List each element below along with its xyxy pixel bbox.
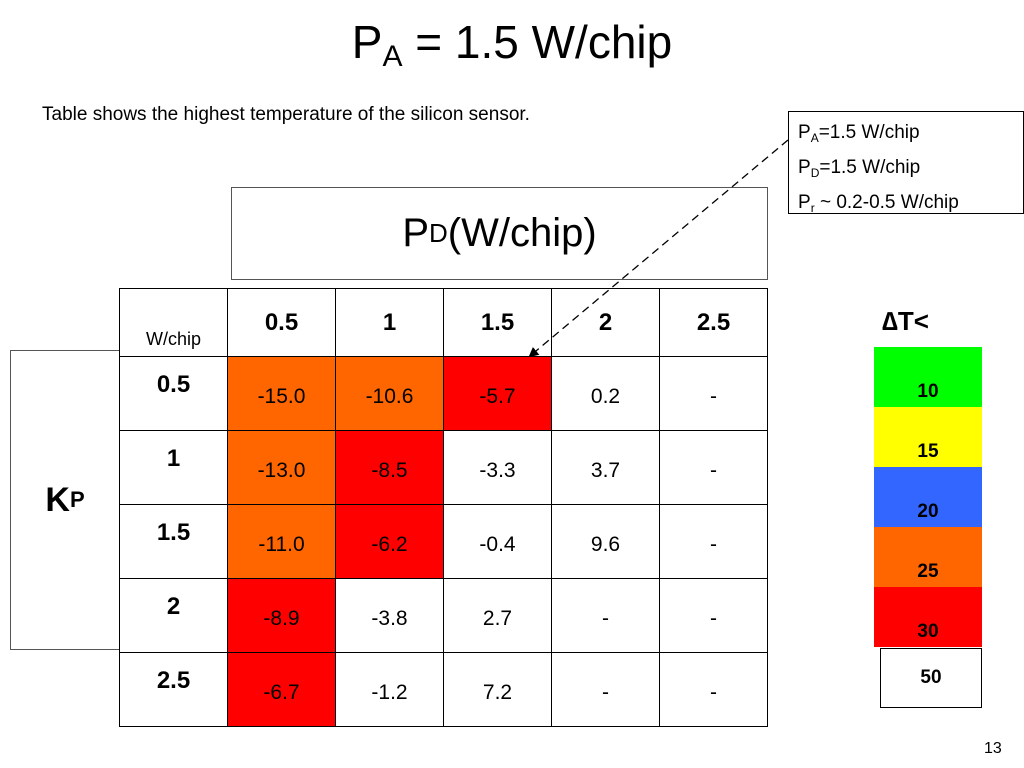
table-cell: -1.2 [335,652,444,727]
temperature-table: W/chip 0.5 1 1.5 2 2.5 0.5 -15.0 -10.6 -5.7… [119,288,768,727]
table-cell: 9.6 [551,504,660,579]
legend-item: 30 [874,587,982,647]
table-cell: - [659,504,768,579]
note-line-pa: PA=1.5 W/chip [798,122,920,145]
row-header: 1.5 [119,504,228,579]
table-cell: 7.2 [443,652,552,727]
table-cell: -8.5 [335,430,444,505]
page-number: 13 [984,740,1002,757]
table-cell: 2.7 [443,578,552,653]
table-header-row: W/chip 0.5 1 1.5 2 2.5 [119,288,768,357]
table-cell: -3.8 [335,578,444,653]
table-cell: -10.6 [335,356,444,431]
note-line-pr: Pr ~ 0.2-0.5 W/chip [798,192,959,215]
table-corner-label: W/chip [119,288,228,357]
column-header: 2 [551,288,660,357]
table-row: 0.5 -15.0 -10.6 -5.7 0.2- [119,356,768,431]
row-header: 1 [119,430,228,505]
row-header: 2.5 [119,652,228,727]
legend-item: 25 [874,527,982,587]
table-cell: - [659,578,768,653]
table-cell: -8.9 [227,578,336,653]
table-cell: - [659,356,768,431]
row-header: 0.5 [119,356,228,431]
table-cell: -13.0 [227,430,336,505]
table-cell: -0.4 [443,504,552,579]
table-cell: -5.7 [443,356,552,431]
table-cell: -6.7 [227,652,336,727]
slide-title: PA = 1.5 W/chip [351,16,673,73]
column-header: 1.5 [443,288,552,357]
table-cell: -11.0 [227,504,336,579]
table-cell: - [659,430,768,505]
column-header: 0.5 [227,288,336,357]
column-header: 1 [335,288,444,357]
legend-item: 10 [874,347,982,407]
note-line-pd: PD=1.5 W/chip [798,157,921,180]
legend-item: 20 [874,467,982,527]
table-row: 1.5 -11.0 -6.2 -0.4 9.6- [119,504,768,579]
legend-title: ∆T< [882,306,929,336]
table-cell: -6.2 [335,504,444,579]
legend-item: 15 [874,407,982,467]
table-cell: -3.3 [443,430,552,505]
table-description: Table shows the highest temperature of t… [42,104,530,125]
table-cell: - [551,578,660,653]
table-row: 2.5 -6.7 -1.2 7.2- - [119,652,768,727]
table-cell: - [551,652,660,727]
row-header: 2 [119,578,228,653]
table-row: 2 -8.9 -3.8 2.7- - [119,578,768,653]
column-header: 2.5 [659,288,768,357]
table-cell: 0.2 [551,356,660,431]
table-cell: - [659,652,768,727]
table-row: 1 -13.0 -8.5 -3.3 3.7- [119,430,768,505]
table-cell: 3.7 [551,430,660,505]
table-cell: -15.0 [227,356,336,431]
power-note-box: PA=1.5 W/chip PD=1.5 W/chip Pr ~ 0.2-0.5… [788,111,1024,215]
legend-item: 50 [880,648,982,708]
